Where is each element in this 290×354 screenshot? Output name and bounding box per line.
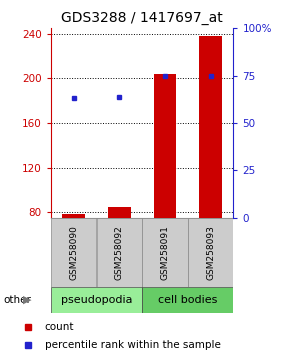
Bar — [51, 218, 96, 287]
Text: GSM258093: GSM258093 — [206, 225, 215, 280]
Bar — [142, 218, 188, 287]
Bar — [51, 287, 142, 313]
Title: GDS3288 / 1417697_at: GDS3288 / 1417697_at — [61, 11, 223, 24]
Bar — [97, 218, 142, 287]
Text: ▶: ▶ — [23, 295, 32, 305]
Bar — [188, 218, 233, 287]
Text: percentile rank within the sample: percentile rank within the sample — [45, 340, 221, 350]
Text: GSM258091: GSM258091 — [160, 225, 169, 280]
Text: cell bodies: cell bodies — [158, 295, 218, 305]
Bar — [199, 36, 222, 218]
Text: pseudopodia: pseudopodia — [61, 295, 132, 305]
Bar — [108, 207, 131, 218]
Text: GSM258092: GSM258092 — [115, 225, 124, 280]
Text: GSM258090: GSM258090 — [69, 225, 78, 280]
Text: other: other — [3, 295, 31, 305]
Bar — [142, 287, 233, 313]
Text: count: count — [45, 322, 74, 332]
Bar — [62, 215, 85, 218]
Bar — [153, 74, 176, 218]
